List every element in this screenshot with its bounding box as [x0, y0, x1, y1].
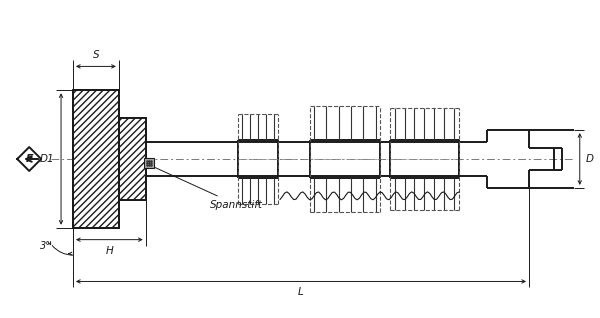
Text: D: D	[586, 154, 594, 164]
Bar	[73, 90, 119, 228]
Text: Spannstift: Spannstift	[154, 167, 263, 210]
Bar	[73, 90, 119, 228]
Bar	[119, 118, 146, 200]
Text: H: H	[106, 245, 113, 256]
Text: L: L	[298, 287, 304, 297]
Bar	[143, 158, 154, 168]
Text: F: F	[25, 154, 33, 164]
Text: 3°: 3°	[40, 241, 50, 251]
Text: D1: D1	[40, 154, 54, 164]
Bar	[119, 118, 146, 200]
Text: S: S	[92, 51, 99, 60]
